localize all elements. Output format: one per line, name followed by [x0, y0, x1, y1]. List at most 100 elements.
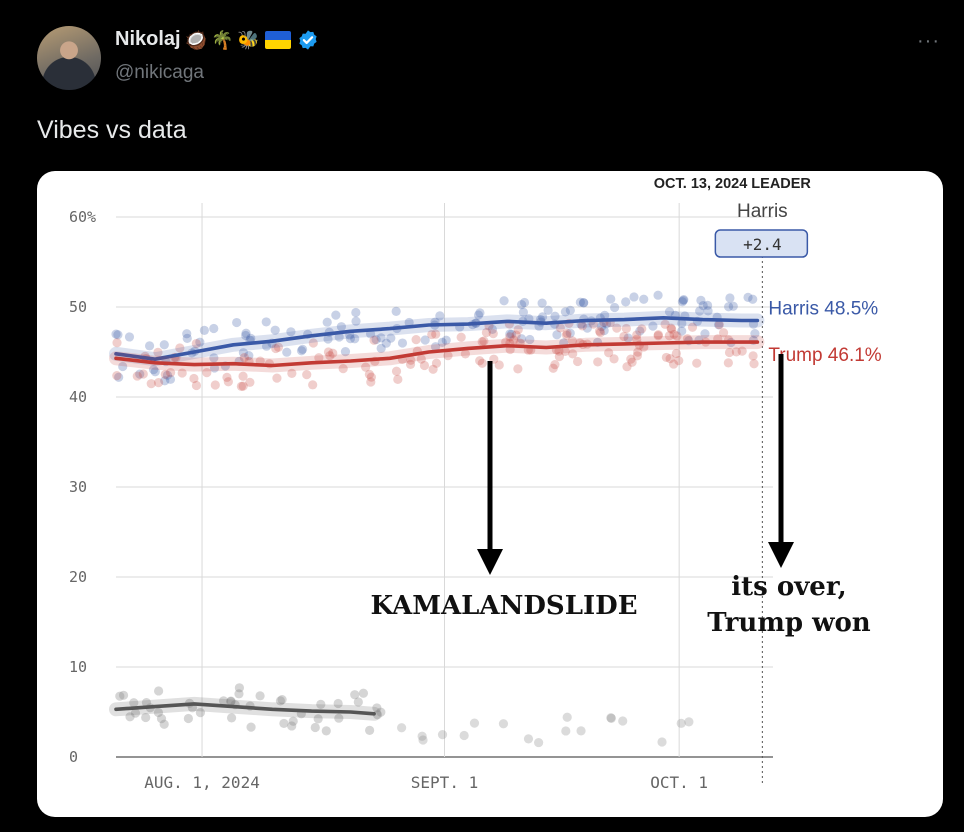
- leader-margin: +2.4: [743, 235, 782, 254]
- poll-dot: [288, 716, 298, 726]
- poll-dot: [494, 360, 504, 370]
- poll-dot: [286, 327, 296, 337]
- poll-dot: [223, 377, 233, 387]
- more-options-button[interactable]: ···: [917, 30, 940, 52]
- poll-dot: [112, 371, 122, 381]
- poll-dot: [748, 351, 758, 361]
- poll-dot: [479, 336, 489, 346]
- poll-dot: [595, 327, 606, 338]
- poll-dot: [411, 335, 421, 345]
- poll-dot: [338, 364, 348, 374]
- poll-dot: [124, 332, 135, 342]
- poll-dot: [565, 328, 575, 338]
- poll-dot: [350, 334, 360, 344]
- poll-dot: [664, 331, 674, 341]
- poll-dot: [361, 362, 371, 372]
- poll-dot: [623, 333, 633, 343]
- poll-dot: [381, 338, 391, 348]
- user-handle[interactable]: @nikicaga: [115, 62, 204, 83]
- poll-dot: [323, 347, 334, 357]
- poll-dot: [209, 353, 219, 363]
- poll-dot: [632, 330, 642, 340]
- tweet-media-chart[interactable]: 0 10 20 30 40 50 60% AUG. 1, 2024 SEPT. 1 OCT. 1 H…: [37, 171, 943, 817]
- poll-dot: [404, 317, 414, 328]
- poll-dot: [371, 335, 381, 345]
- poll-dot: [277, 695, 287, 705]
- poll-dot: [621, 297, 631, 307]
- poll-dot: [725, 293, 735, 303]
- poll-dot: [182, 329, 192, 339]
- coconut-icon: 🥥: [184, 29, 207, 50]
- poll-dot: [234, 689, 244, 699]
- poll-dot: [165, 367, 176, 378]
- poll-dot: [391, 306, 401, 316]
- poll-dot: [272, 373, 282, 383]
- poll-dot: [561, 330, 572, 340]
- poll-dot: [175, 343, 185, 353]
- poll-dot: [365, 725, 375, 735]
- poll-dot: [702, 300, 713, 310]
- poll-dot: [232, 317, 242, 328]
- poll-dot: [340, 346, 351, 357]
- poll-dot: [183, 713, 193, 724]
- poll-dot: [153, 347, 163, 357]
- poll-dot: [210, 380, 220, 390]
- poll-dot: [336, 322, 346, 332]
- poll-dot: [677, 326, 687, 336]
- poll-dot: [456, 332, 466, 342]
- poll-dot: [351, 307, 361, 318]
- poll-dot: [135, 369, 145, 379]
- poll-dot: [516, 334, 527, 344]
- poll-dot: [505, 329, 515, 339]
- poll-dot: [560, 307, 571, 317]
- poll-dot: [657, 737, 667, 747]
- poll-dot: [358, 688, 369, 698]
- display-name[interactable]: Nikolaj: [115, 28, 181, 50]
- poll-dot: [599, 325, 609, 336]
- poll-dot: [498, 719, 509, 729]
- poll-dot: [238, 381, 248, 391]
- poll-dot: [427, 329, 437, 340]
- poll-dot: [391, 366, 402, 376]
- poll-dot: [724, 347, 735, 358]
- avatar[interactable]: [37, 26, 101, 90]
- poll-dot: [271, 343, 281, 354]
- poll-dot: [369, 335, 379, 345]
- poll-dot: [552, 330, 562, 340]
- poll-dot: [666, 323, 676, 333]
- poll-dot: [125, 712, 135, 722]
- poll-dot: [202, 367, 212, 378]
- poll-dot: [523, 734, 534, 744]
- poll-dot: [296, 346, 307, 356]
- poll-dot: [627, 357, 637, 367]
- poll-dot: [669, 359, 679, 369]
- poll-dot: [162, 370, 173, 380]
- poll-dot: [314, 353, 324, 363]
- poll-dot: [141, 697, 152, 708]
- poll-dot: [724, 302, 734, 312]
- poll-dot: [287, 368, 297, 378]
- poll-dot: [238, 348, 248, 358]
- poll-dot: [386, 333, 396, 343]
- poll-dot: [255, 691, 265, 701]
- poll-dot: [692, 358, 702, 368]
- poll-dot: [282, 347, 292, 357]
- poll-dot: [159, 719, 169, 729]
- x-tick-label: OCT. 1: [650, 773, 708, 792]
- verified-badge-icon[interactable]: [297, 29, 319, 51]
- poll-dot: [621, 323, 631, 334]
- poll-dot: [406, 355, 416, 365]
- author-name-row: Nikolaj 🥥 🌴 🐝: [115, 28, 319, 51]
- poll-dot: [509, 335, 519, 345]
- poll-dot: [437, 337, 447, 347]
- poll-dot: [518, 307, 528, 317]
- poll-dot: [678, 295, 688, 306]
- poll-dot: [505, 332, 515, 342]
- poll-dot: [714, 320, 724, 330]
- poll-dot: [328, 348, 338, 358]
- poll-dot: [648, 321, 658, 331]
- poll-dot: [703, 306, 713, 316]
- poll-dot: [209, 323, 219, 334]
- poll-dot: [376, 333, 386, 343]
- poll-dot: [165, 374, 176, 384]
